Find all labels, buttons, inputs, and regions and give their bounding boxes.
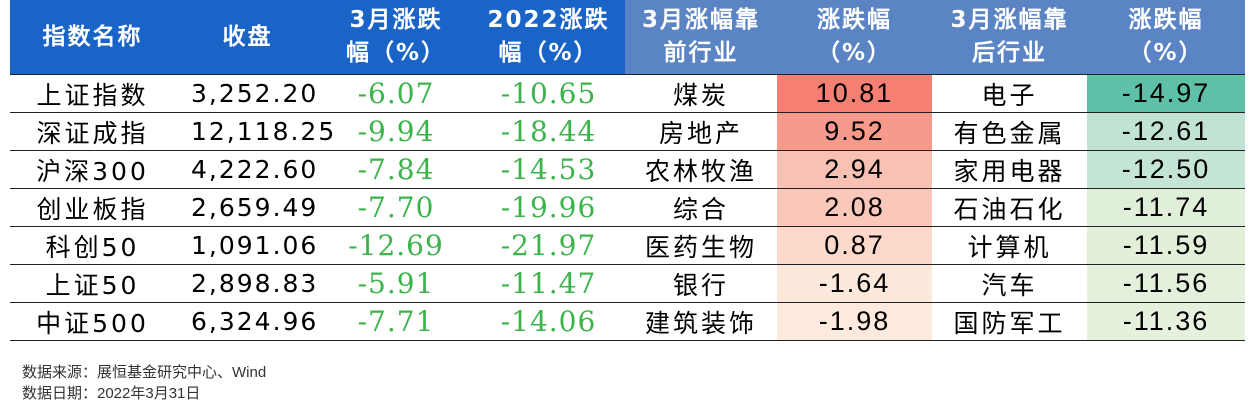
table-row: 上证50 2,898.83 -5.91 -11.47 银行 -1.64 汽车 -…: [10, 264, 1245, 303]
header-march-change: 3月涨跌 幅（%）: [320, 0, 472, 75]
table-row: 中证500 6,324.96 -7.71 -14.06 建筑装饰 -1.98 国…: [10, 302, 1245, 341]
bottom-industry-cell: 电子: [932, 74, 1087, 113]
bottom-industry-change-cell: -12.50: [1087, 150, 1245, 189]
index-name-cell: 创业板指: [10, 188, 175, 227]
index-name-cell: 上证50: [10, 264, 175, 303]
march-change-cell: -6.07: [320, 74, 472, 113]
header-bottom-industry-change: 涨跌幅 （%）: [1087, 0, 1245, 75]
bottom-industry-cell: 家用电器: [932, 150, 1087, 189]
ytd-change-cell: -10.65: [472, 74, 625, 113]
top-industry-change-cell: 2.08: [777, 188, 932, 227]
header-ytd-change: 2022涨跌 幅（%）: [472, 0, 625, 75]
top-industry-change-cell: -1.98: [777, 302, 932, 341]
data-date-note: 数据日期：2022年3月31日: [22, 385, 201, 402]
table-row: 深证成指 12,118.25 -9.94 -18.44 房地产 9.52 有色金…: [10, 112, 1245, 151]
table-row: 沪深300 4,222.60 -7.84 -14.53 农林牧渔 2.94 家用…: [10, 150, 1245, 189]
header-row: 指数名称 收盘 3月涨跌 幅（%） 2022涨跌 幅（%） 3月涨幅靠 前行业 涨跌幅…: [10, 0, 1245, 75]
bottom-industry-cell: 石油石化: [932, 188, 1087, 227]
march-change-cell: -7.70: [320, 188, 472, 227]
close-cell: 3,252.20: [175, 74, 320, 113]
bottom-industry-cell: 有色金属: [932, 112, 1087, 151]
index-name-cell: 中证500: [10, 302, 175, 341]
march-change-cell: -7.84: [320, 150, 472, 189]
bottom-industry-cell: 汽车: [932, 264, 1087, 303]
ytd-change-cell: -18.44: [472, 112, 625, 151]
bottom-industry-change-cell: -11.56: [1087, 264, 1245, 303]
header-index-name: 指数名称: [10, 0, 175, 75]
index-name-cell: 深证成指: [10, 112, 175, 151]
close-cell: 4,222.60: [175, 150, 320, 189]
top-industry-change-cell: -1.64: [777, 264, 932, 303]
top-industry-change-cell: 10.81: [777, 74, 932, 113]
table-row: 科创50 1,091.06 -12.69 -21.97 医药生物 0.87 计算…: [10, 226, 1245, 265]
march-change-cell: -5.91: [320, 264, 472, 303]
top-industry-cell: 煤炭: [625, 74, 777, 113]
index-name-cell: 科创50: [10, 226, 175, 265]
bottom-industry-change-cell: -14.97: [1087, 74, 1245, 113]
top-industry-change-cell: 9.52: [777, 112, 932, 151]
performance-table-panel: 指数名称 收盘 3月涨跌 幅（%） 2022涨跌 幅（%） 3月涨幅靠 前行业 涨跌幅…: [10, 0, 1245, 341]
bottom-industry-cell: 国防军工: [932, 302, 1087, 341]
data-source-note: 数据来源：展恒基金研究中心、Wind: [22, 364, 267, 381]
ytd-change-cell: -14.06: [472, 302, 625, 341]
top-industry-cell: 房地产: [625, 112, 777, 151]
index-name-cell: 沪深300: [10, 150, 175, 189]
top-industry-cell: 农林牧渔: [625, 150, 777, 189]
bottom-industry-cell: 计算机: [932, 226, 1087, 265]
march-change-cell: -9.94: [320, 112, 472, 151]
close-cell: 2,898.83: [175, 264, 320, 303]
top-industry-cell: 银行: [625, 264, 777, 303]
close-cell: 6,324.96: [175, 302, 320, 341]
top-industry-change-cell: 0.87: [777, 226, 932, 265]
bottom-industry-change-cell: -11.74: [1087, 188, 1245, 227]
header-close: 收盘: [175, 0, 320, 75]
close-cell: 2,659.49: [175, 188, 320, 227]
header-top-industry: 3月涨幅靠 前行业: [625, 0, 777, 75]
bottom-industry-change-cell: -11.36: [1087, 302, 1245, 341]
footnotes: 数据来源：展恒基金研究中心、Wind 数据日期：2022年3月31日: [22, 362, 266, 404]
close-cell: 12,118.25: [175, 112, 334, 151]
march-change-cell: -7.71: [320, 302, 472, 341]
top-industry-change-cell: 2.94: [777, 150, 932, 189]
top-industry-cell: 建筑装饰: [625, 302, 777, 341]
header-top-industry-change: 涨跌幅 （%）: [777, 0, 932, 75]
top-industry-cell: 综合: [625, 188, 777, 227]
close-cell: 1,091.06: [175, 226, 320, 265]
index-performance-table: 指数名称 收盘 3月涨跌 幅（%） 2022涨跌 幅（%） 3月涨幅靠 前行业 涨跌幅…: [10, 0, 1245, 341]
table-row: 上证指数 3,252.20 -6.07 -10.65 煤炭 10.81 电子 -…: [10, 74, 1245, 113]
top-industry-cell: 医药生物: [625, 226, 777, 265]
ytd-change-cell: -19.96: [472, 188, 625, 227]
ytd-change-cell: -11.47: [472, 264, 625, 303]
header-bottom-industry: 3月涨幅靠 后行业: [932, 0, 1087, 75]
table-row: 创业板指 2,659.49 -7.70 -19.96 综合 2.08 石油石化 …: [10, 188, 1245, 227]
index-name-cell: 上证指数: [10, 74, 175, 113]
bottom-industry-change-cell: -12.61: [1087, 112, 1245, 151]
ytd-change-cell: -14.53: [472, 150, 625, 189]
bottom-industry-change-cell: -11.59: [1087, 226, 1245, 265]
ytd-change-cell: -21.97: [472, 226, 625, 265]
march-change-cell: -12.69: [320, 226, 472, 265]
